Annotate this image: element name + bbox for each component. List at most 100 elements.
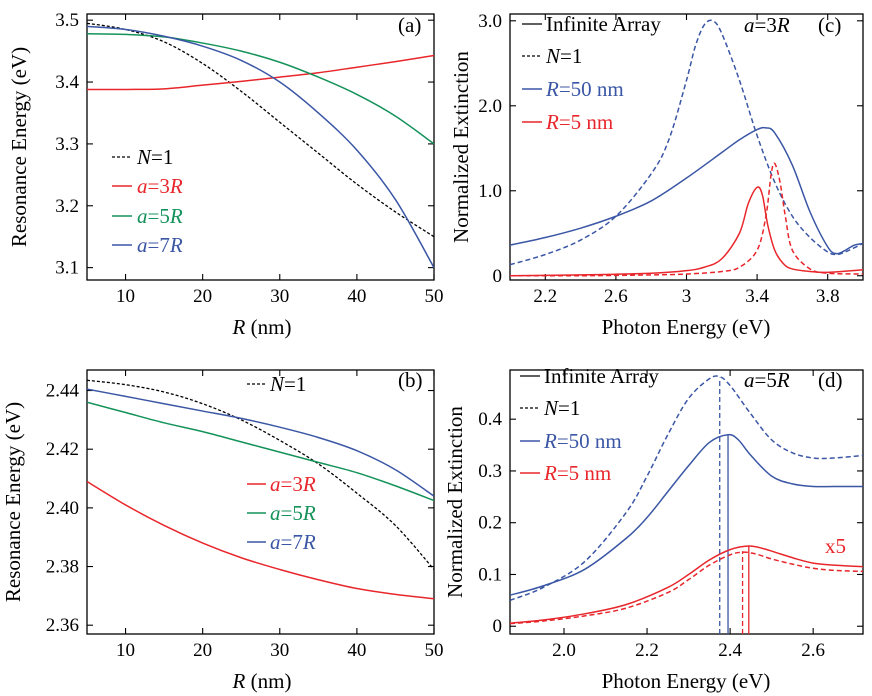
panel-c-ticks: 2.2 2.6 3 3.4 3.8 0 1.0 2.0 3.0 (478, 11, 863, 307)
legend-label-infinite: Infinite Array (546, 12, 661, 36)
panel-d-series (510, 375, 863, 625)
panel-d-ytick-label: 0.3 (478, 461, 502, 482)
panel-b-ticks: 10 20 30 40 50 2.36 2.38 2.40 2.42 2.44 (46, 370, 444, 661)
panel-b-xtick-label: 40 (347, 640, 366, 661)
panel-b-ytick-label: 2.36 (46, 615, 79, 636)
panel-a-series-green-solid (87, 33, 434, 145)
panel-b-xtick-label: 30 (270, 640, 289, 661)
panel-c-series-blue-solid (510, 126, 863, 255)
panel-a-ytick-label: 3.3 (55, 134, 79, 155)
panel-a-ytick-label: 3.4 (55, 72, 79, 93)
panel-d-xtick-label: 2.6 (801, 640, 825, 661)
panel-b-xtick-label: 10 (116, 640, 135, 661)
panel-a: 10 20 30 40 50 3.1 3.2 3.3 3.4 3.5 (a) R (nm) Res… (7, 10, 444, 339)
panel-b-xtick-label: 50 (425, 640, 444, 661)
legend-label-a5r: a=5R (270, 501, 316, 525)
panel-d-ytick-label: 0.2 (478, 513, 502, 534)
panel-a-xtick-label: 30 (270, 286, 289, 307)
panel-d-annotation: a=5R (744, 368, 790, 392)
panel-d-xtick-label: 2.0 (552, 640, 576, 661)
panel-a-series (87, 22, 434, 268)
panel-a-label: (a) (398, 13, 421, 37)
panel-c-xtick-label: 3 (682, 286, 692, 307)
panel-a-series-black-dashed (87, 22, 434, 238)
panel-a-frame (86, 13, 435, 281)
panel-d-xtick-label: 2.4 (718, 640, 742, 661)
legend-label-n1: N=1 (269, 372, 306, 396)
panel-a-xtick-label: 40 (347, 286, 366, 307)
panel-c-legend: Infinite Array N=1 R=50 nm R=5 nm (522, 12, 661, 134)
panel-c-series-blue-dashed (510, 19, 863, 266)
panel-a-ticks: 10 20 30 40 50 3.1 3.2 3.3 3.4 3.5 (55, 10, 443, 307)
panel-c-xtick-label: 3.4 (745, 286, 769, 307)
legend-label-a7r: a=7R (270, 530, 316, 554)
panel-d-label: (d) (818, 368, 843, 392)
panel-a-series-blue-solid (87, 25, 434, 268)
panel-a-xtick-label: 50 (425, 286, 444, 307)
panel-a-series-red-solid (87, 54, 434, 91)
panel-d-legend: Infinite Array N=1 R=50 nm R=5 nm (520, 364, 659, 485)
legend-label-a3r: a=3R (137, 174, 183, 198)
legend-label-n1: N=1 (543, 396, 580, 420)
legend-label-a5r: a=5R (137, 204, 183, 228)
panel-d-series-red-dashed (510, 551, 863, 625)
panel-c-ytick-label: 2.0 (478, 96, 502, 117)
panel-b-series-green-solid (87, 401, 434, 502)
panel-c-xtick-label: 2.2 (533, 286, 557, 307)
panel-a-ylabel: Resonance Energy (eV) (7, 47, 31, 247)
panel-b-series-black-dashed (87, 379, 434, 570)
panel-c-series-red-solid (510, 186, 863, 277)
panel-d-series-blue-dashed (510, 375, 863, 602)
panel-d-vlines (719, 377, 750, 634)
panel-d-ylabel: Normalized Extinction (443, 406, 467, 598)
panel-a-ytick-label: 3.1 (55, 258, 79, 279)
legend-label-a7r: a=7R (137, 233, 183, 257)
legend-label-r5: R=5 nm (543, 461, 611, 485)
panel-c-series-red-dashed (510, 162, 863, 277)
panel-b-label: (b) (398, 368, 423, 392)
panel-c-ytick-label: 0 (493, 266, 503, 287)
panel-d: 2.0 2.2 2.4 2.6 0 0.1 0.2 0.3 0.4 (d) a=5R x5 Ph… (443, 364, 864, 693)
panel-b-ylabel: Resonance Energy (eV) (1, 402, 25, 602)
panel-b-legend: N=1 a=3R a=5R a=7R (247, 372, 316, 554)
panel-b: 10 20 30 40 50 2.36 2.38 2.40 2.42 2.44 (b) R (nm… (1, 368, 444, 693)
panel-a-legend: N=1 a=3R a=5R a=7R (112, 145, 183, 257)
panel-c-ytick-label: 1.0 (478, 181, 502, 202)
panel-d-ticks: 2.0 2.2 2.4 2.6 0 0.1 0.2 0.3 0.4 (478, 370, 863, 661)
panel-c-xlabel: Photon Energy (eV) (602, 315, 771, 339)
legend-label-n1: N=1 (136, 145, 173, 169)
panel-c-annotation: a=3R (744, 13, 790, 37)
legend-label-infinite: Infinite Array (544, 364, 659, 388)
panel-d-ytick-label: 0 (493, 616, 503, 637)
panel-d-series-red-solid (510, 545, 863, 624)
panel-d-xtick-label: 2.2 (635, 640, 659, 661)
panel-d-scale-note: x5 (825, 534, 846, 558)
panel-d-ytick-label: 0.1 (478, 564, 502, 585)
legend-label-r50: R=50 nm (545, 77, 624, 101)
panel-b-series-blue-solid (87, 388, 434, 497)
panel-b-ytick-label: 2.44 (46, 381, 80, 402)
panel-a-xtick-label: 10 (116, 286, 135, 307)
legend-label-a3r: a=3R (270, 472, 316, 496)
panel-a-ytick-label: 3.2 (55, 196, 79, 217)
panel-c-xtick-label: 2.6 (604, 286, 628, 307)
legend-label-r50: R=50 nm (543, 429, 622, 453)
panel-c-xtick-label: 3.8 (816, 286, 840, 307)
panel-d-frame (509, 369, 864, 635)
panel-a-xtick-label: 20 (193, 286, 212, 307)
panel-c-ylabel: Normalized Extinction (449, 51, 473, 243)
panel-c-series (510, 19, 863, 277)
panel-b-xlabel: R (nm) (232, 669, 292, 693)
panel-b-series-red-solid (87, 480, 434, 600)
panel-b-xtick-label: 20 (193, 640, 212, 661)
panel-c-ytick-label: 3.0 (478, 11, 502, 32)
panel-c-label: (c) (818, 13, 841, 37)
legend-label-r5: R=5 nm (545, 110, 613, 134)
legend-label-n1: N=1 (545, 44, 582, 68)
panel-b-frame (86, 369, 435, 635)
panel-a-ytick-label: 3.5 (55, 10, 79, 31)
panel-d-ytick-label: 0.4 (478, 409, 502, 430)
panel-a-xlabel: R (nm) (232, 315, 292, 339)
panel-c: 2.2 2.6 3 3.4 3.8 0 1.0 2.0 3.0 (c) a=3R Photon … (449, 11, 864, 339)
